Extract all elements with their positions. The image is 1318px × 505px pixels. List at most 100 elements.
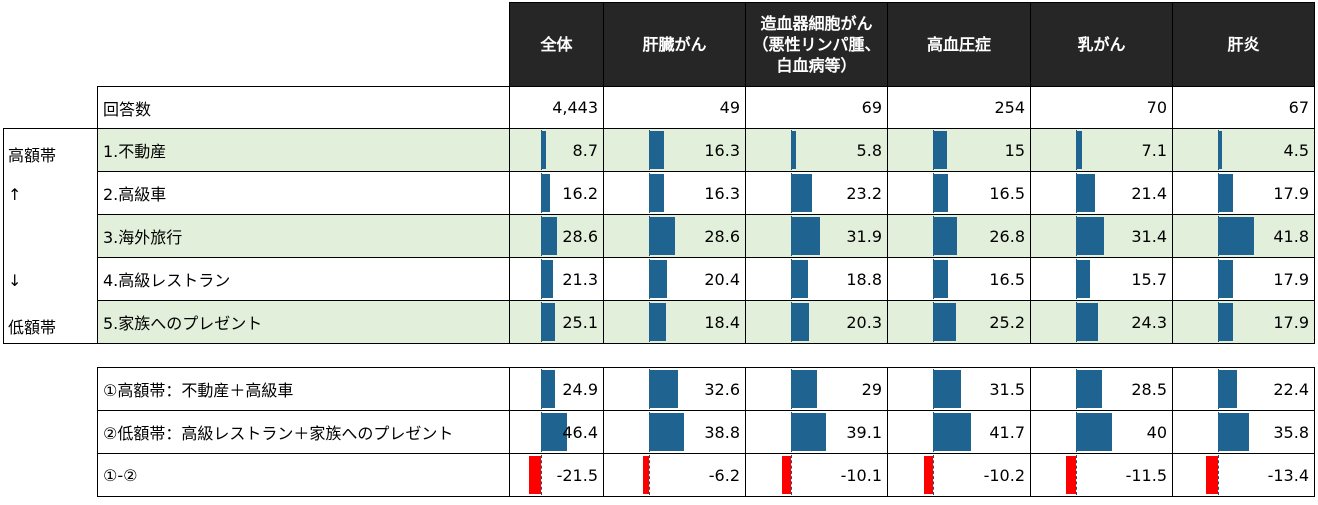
data-cell: 16.3	[603, 128, 746, 172]
value-bar	[933, 217, 958, 255]
value-label: 15	[1004, 140, 1025, 160]
column-header: 全体	[509, 2, 604, 87]
data-cell: 40	[1030, 410, 1173, 454]
value-label: -13.4	[1267, 465, 1309, 485]
value-bar	[791, 370, 818, 408]
data-cell: -13.4	[1172, 453, 1315, 497]
value-label: 18.8	[846, 269, 882, 289]
value-bar	[649, 174, 664, 212]
value-label: 25.1	[562, 312, 598, 332]
data-cell: 32.6	[603, 367, 746, 411]
value-bar	[933, 131, 947, 169]
data-cell: 38.8	[603, 410, 746, 454]
row-label: ①-②	[97, 453, 510, 497]
value-label: 31.5	[989, 379, 1025, 399]
bar-axis	[791, 455, 792, 495]
data-cell: 23.2	[745, 171, 888, 215]
value-label: 29	[861, 379, 882, 399]
value-label: 24.3	[1131, 312, 1167, 332]
data-cell: 25.1	[509, 300, 604, 344]
row-label: ①高額帯：不動産＋高級車	[97, 367, 510, 411]
value-label: 16.3	[704, 140, 740, 160]
data-cell: 16.2	[509, 171, 604, 215]
value-label: 25.2	[989, 312, 1025, 332]
respondents-count: 70	[1030, 86, 1173, 129]
data-cell: 31.5	[887, 367, 1031, 411]
data-cell: 39.1	[745, 410, 888, 454]
value-bar	[541, 217, 558, 255]
value-label: 24.9	[562, 379, 598, 399]
value-bar	[1218, 303, 1234, 341]
value-label: 20.4	[704, 269, 740, 289]
column-header: 肝炎	[1172, 2, 1315, 87]
value-label: 32.6	[704, 379, 740, 399]
value-label: 18.4	[704, 312, 740, 332]
data-cell: 8.7	[509, 128, 604, 172]
row-label: 2.高級車	[97, 171, 510, 215]
value-label: 21.3	[562, 269, 598, 289]
value-bar	[649, 413, 684, 451]
data-cell: 35.8	[1172, 410, 1315, 454]
value-label: 5.8	[856, 140, 882, 160]
column-header: 乳がん	[1030, 2, 1173, 87]
value-bar	[933, 174, 948, 212]
data-cell: 20.3	[745, 300, 888, 344]
value-label: 8.7	[572, 140, 598, 160]
value-label: 23.2	[846, 183, 882, 203]
data-cell: 4.5	[1172, 128, 1315, 172]
negative-bar	[643, 456, 649, 494]
value-label: 28.6	[704, 226, 740, 246]
value-label: 16.5	[989, 269, 1025, 289]
data-cell: 28.6	[509, 214, 604, 258]
value-label: 22.4	[1273, 379, 1309, 399]
negative-bar	[923, 456, 933, 494]
value-label: 40	[1146, 422, 1167, 442]
value-bar	[649, 370, 679, 408]
value-label: 35.8	[1273, 422, 1309, 442]
data-cell: 46.4	[509, 410, 604, 454]
value-bar	[1076, 131, 1083, 169]
data-cell: 15.7	[1030, 257, 1173, 301]
data-cell: -11.5	[1030, 453, 1173, 497]
data-cell: 25.2	[887, 300, 1031, 344]
row-label: 1.不動産	[97, 128, 510, 172]
value-label: 17.9	[1273, 183, 1309, 203]
bar-axis	[1218, 455, 1219, 495]
value-label: 15.7	[1131, 269, 1167, 289]
side-label-2: ↓	[8, 271, 22, 290]
value-bar	[791, 217, 820, 255]
data-cell: 17.9	[1172, 171, 1315, 215]
bar-axis	[933, 455, 934, 495]
data-cell: 41.7	[887, 410, 1031, 454]
respondents-label: 回答数	[97, 86, 510, 129]
value-label: 31.4	[1131, 226, 1167, 246]
value-bar	[1076, 413, 1112, 451]
value-bar	[791, 413, 827, 451]
value-bar	[649, 260, 668, 298]
respondents-count: 254	[887, 86, 1031, 129]
data-cell: 16.3	[603, 171, 746, 215]
value-bar	[1076, 370, 1102, 408]
data-cell: 20.4	[603, 257, 746, 301]
data-cell: -10.1	[745, 453, 888, 497]
value-bar	[791, 174, 812, 212]
value-label: 46.4	[562, 422, 598, 442]
value-label: 16.2	[562, 183, 598, 203]
value-bar	[649, 217, 675, 255]
side-label-3: 低額帯	[8, 318, 57, 337]
row-label: 3.海外旅行	[97, 214, 510, 258]
value-label: 41.7	[989, 422, 1025, 442]
value-bar	[541, 413, 567, 451]
value-label: 28.5	[1131, 379, 1167, 399]
value-bar	[791, 303, 810, 341]
value-bar	[649, 131, 664, 169]
value-label: -10.1	[840, 465, 882, 485]
value-label: -10.2	[983, 465, 1025, 485]
respondents-count: 49	[603, 86, 746, 129]
data-cell: 16.5	[887, 257, 1031, 301]
data-cell: 31.9	[745, 214, 888, 258]
value-label: 28.6	[562, 226, 598, 246]
value-label: -21.5	[556, 465, 598, 485]
data-cell: 17.9	[1172, 300, 1315, 344]
value-bar	[1076, 303, 1098, 341]
